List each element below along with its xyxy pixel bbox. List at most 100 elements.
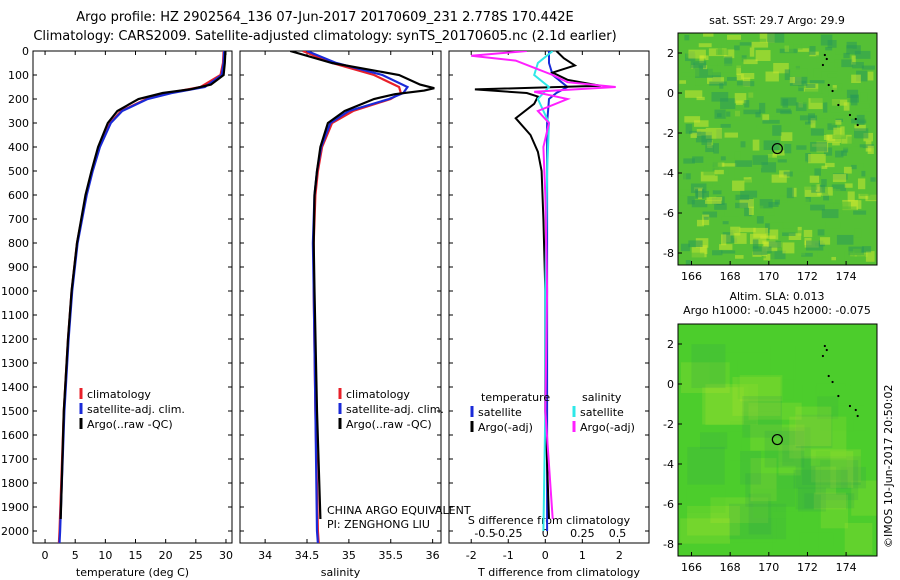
map-patch xyxy=(853,210,867,215)
map-patch xyxy=(756,124,770,129)
map-patch xyxy=(732,376,781,416)
map-patch xyxy=(754,185,764,197)
map-patch xyxy=(823,135,830,140)
map-patch xyxy=(823,193,830,201)
map-patch xyxy=(744,100,750,108)
x-tick-label: 5 xyxy=(72,549,79,562)
map-patch xyxy=(852,146,863,154)
map-patch xyxy=(846,45,861,55)
map-y-tick-label: -6 xyxy=(663,498,674,511)
map-patch xyxy=(684,90,703,98)
sst-map-title: sat. SST: 29.7 Argo: 29.9 xyxy=(709,14,845,27)
top-tick-label: -0.25 xyxy=(494,527,522,540)
map-y-tick-label: -2 xyxy=(663,127,674,140)
top-tick-label: 0.5 xyxy=(609,527,627,540)
map-patch xyxy=(726,193,736,202)
map-patch xyxy=(780,97,797,106)
map-patch xyxy=(782,242,795,254)
y-tick-label: 300 xyxy=(8,117,29,130)
map-patch xyxy=(810,204,825,211)
map-patch xyxy=(803,229,813,238)
map-patch xyxy=(745,64,751,75)
map-patch xyxy=(769,222,784,229)
map-patch xyxy=(711,207,725,216)
map-patch xyxy=(748,493,772,535)
map-patch xyxy=(762,119,780,124)
map-patch xyxy=(832,174,847,183)
map-patch xyxy=(827,123,837,130)
map-patch xyxy=(757,205,764,215)
island-dot xyxy=(823,344,826,348)
map-patch xyxy=(801,43,810,49)
legend-label: satellite-adj. clim. xyxy=(87,403,185,416)
map-patch xyxy=(783,171,793,177)
map-patch xyxy=(857,178,866,190)
map-patch xyxy=(788,233,802,241)
legend-label: satellite xyxy=(580,406,624,419)
map-patch xyxy=(861,65,875,70)
map-patch xyxy=(721,216,740,221)
map-patch xyxy=(844,522,873,555)
map-patch xyxy=(798,85,805,92)
map-frame xyxy=(677,32,878,266)
map-patch xyxy=(795,406,832,447)
map-patch xyxy=(724,56,733,67)
map-y-tick-label: -2 xyxy=(663,418,674,431)
float-position-marker xyxy=(771,142,783,155)
top-tick-label: -0.5 xyxy=(474,527,495,540)
map-patch xyxy=(719,244,733,250)
legend-label: Argo(-adj) xyxy=(478,421,533,434)
map-patch xyxy=(869,226,876,234)
map-y-tick-label: -8 xyxy=(663,247,674,260)
map-patch xyxy=(870,177,876,182)
map-patch xyxy=(734,233,747,244)
x-tick-label: 15 xyxy=(129,549,143,562)
map-patch xyxy=(714,185,722,191)
map-patch xyxy=(800,95,809,105)
map-patch xyxy=(816,383,846,415)
map-patch xyxy=(854,228,862,238)
map-patch xyxy=(854,50,871,59)
annotation-line-1: CHINA ARGO EQUIVALENT xyxy=(327,504,471,517)
map-patch xyxy=(821,179,827,190)
map-patch xyxy=(808,46,816,55)
map-patch xyxy=(770,345,796,380)
map-patch xyxy=(817,250,829,258)
map-patch xyxy=(867,192,877,201)
map-patch xyxy=(708,65,721,76)
map-patch xyxy=(803,164,814,170)
y-tick-label: 1900 xyxy=(1,501,29,514)
map-patch xyxy=(735,57,751,69)
y-tick-label: 1000 xyxy=(1,285,29,298)
island-dot xyxy=(821,63,825,67)
map-patch xyxy=(767,246,772,254)
map-x-tick-label: 170 xyxy=(758,561,779,574)
map-patch xyxy=(755,141,771,151)
map-patch xyxy=(798,83,806,89)
map-patch xyxy=(742,396,782,438)
map-patch xyxy=(856,114,865,125)
island-dot xyxy=(825,348,828,352)
map-y-tick-label: -6 xyxy=(663,207,674,220)
map-patch xyxy=(749,47,755,57)
y-tick-label: 200 xyxy=(8,93,29,106)
map-patch xyxy=(859,81,865,89)
map-patch xyxy=(788,38,807,45)
y-tick-label: 800 xyxy=(8,237,29,250)
profile-panel-1: 0100200300400500600700800900100011001200… xyxy=(1,45,233,579)
map-patch xyxy=(848,255,866,262)
map-patch xyxy=(761,162,777,173)
map-patch xyxy=(705,384,759,426)
map-patch xyxy=(817,396,839,420)
map-patch xyxy=(809,175,820,183)
legend-label: climatology xyxy=(346,388,410,401)
map-patch xyxy=(789,76,808,86)
island-dot xyxy=(848,113,852,117)
map-patch xyxy=(834,143,852,149)
map-patch xyxy=(679,169,687,180)
map-patch xyxy=(847,191,855,202)
map-patch xyxy=(679,133,690,138)
map-patch xyxy=(685,123,693,134)
map-patch xyxy=(830,100,841,107)
y-tick-label: 1200 xyxy=(1,333,29,346)
